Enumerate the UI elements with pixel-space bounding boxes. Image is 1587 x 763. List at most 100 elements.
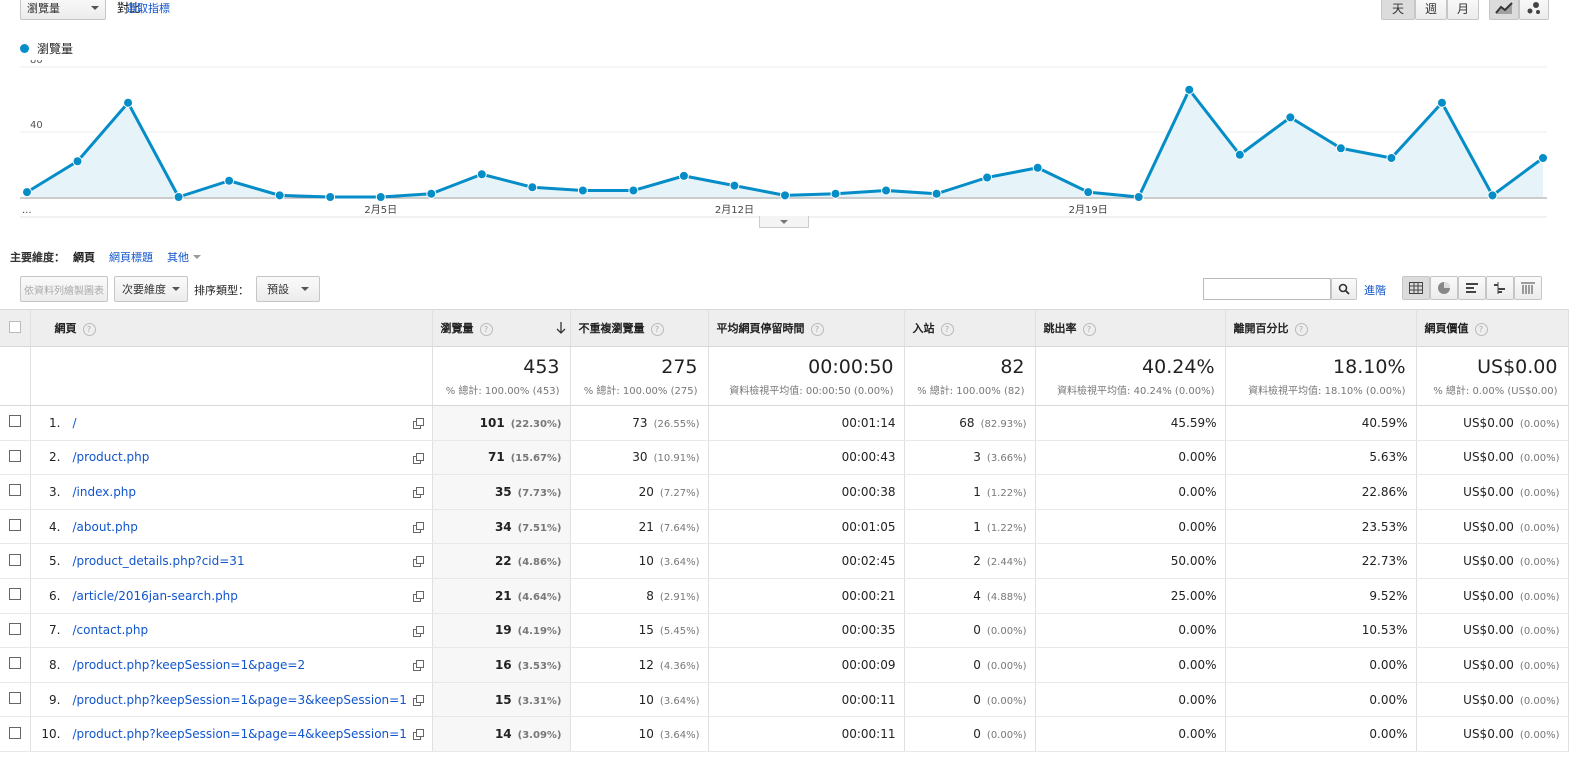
row-checkbox[interactable]	[8, 553, 21, 566]
data-point[interactable]	[1487, 190, 1498, 201]
data-point[interactable]	[1436, 97, 1447, 108]
data-point[interactable]	[1234, 149, 1245, 160]
data-point[interactable]	[1133, 192, 1144, 202]
dimension-page[interactable]: 網頁	[73, 251, 95, 264]
data-point[interactable]	[1032, 162, 1043, 173]
data-point[interactable]	[1083, 187, 1094, 198]
period-week-button[interactable]: 週	[1415, 0, 1447, 20]
open-in-new-window-icon[interactable]	[412, 694, 424, 706]
view-table-button[interactable]	[1402, 276, 1430, 300]
row-checkbox[interactable]	[8, 657, 21, 670]
open-in-new-window-icon[interactable]	[412, 521, 424, 533]
period-day-button[interactable]: 天	[1381, 0, 1415, 20]
open-in-new-window-icon[interactable]	[412, 660, 424, 672]
data-point[interactable]	[72, 156, 83, 167]
header-page-value[interactable]: 網頁價值?	[1416, 309, 1569, 347]
motion-chart-button[interactable]	[1519, 0, 1549, 20]
data-point[interactable]	[780, 190, 790, 201]
header-pageviews[interactable]: 瀏覽量?	[432, 309, 571, 347]
row-checkbox[interactable]	[8, 449, 21, 462]
page-link[interactable]: /index.php	[72, 484, 137, 499]
open-in-new-window-icon[interactable]	[412, 729, 424, 741]
data-point[interactable]	[1386, 153, 1397, 163]
data-point[interactable]	[1184, 84, 1195, 95]
row-checkbox[interactable]	[8, 588, 21, 601]
data-point[interactable]	[678, 170, 689, 181]
header-exit-rate[interactable]: 離開百分比?	[1225, 309, 1417, 347]
help-icon[interactable]: ?	[1294, 322, 1308, 336]
header-entrances[interactable]: 入站?	[904, 309, 1036, 347]
pick-metric-link[interactable]: 選取指標	[126, 2, 170, 15]
data-point[interactable]	[1538, 153, 1548, 163]
header-unique-pageviews[interactable]: 不重複瀏覽量?	[570, 309, 709, 347]
data-point[interactable]	[982, 172, 993, 183]
row-checkbox[interactable]	[8, 484, 21, 497]
data-point[interactable]	[426, 188, 437, 199]
data-point[interactable]	[628, 185, 639, 196]
open-in-new-window-icon[interactable]	[412, 625, 424, 637]
page-link[interactable]: /	[72, 415, 77, 430]
data-point[interactable]	[325, 192, 336, 202]
data-point[interactable]	[476, 169, 487, 180]
dimension-page-title[interactable]: 網頁標題	[109, 251, 153, 264]
data-point[interactable]	[224, 175, 235, 186]
open-in-new-window-icon[interactable]	[412, 487, 424, 499]
data-point[interactable]	[375, 192, 386, 202]
line-chart-button[interactable]	[1489, 0, 1519, 20]
view-pivot-button[interactable]	[1514, 276, 1542, 300]
open-in-new-window-icon[interactable]	[412, 418, 424, 429]
sort-type-select[interactable]: 預設	[256, 276, 320, 302]
advanced-filter-link[interactable]: 進階	[1364, 284, 1386, 297]
row-checkbox[interactable]	[8, 415, 21, 428]
data-point[interactable]	[22, 187, 32, 198]
metric-select[interactable]: 瀏覽量	[20, 0, 106, 20]
row-checkbox[interactable]	[8, 726, 21, 739]
data-point[interactable]	[1285, 112, 1296, 123]
open-in-new-window-icon[interactable]	[412, 452, 424, 464]
dimension-other[interactable]: 其他	[167, 249, 201, 265]
data-point[interactable]	[931, 188, 942, 199]
secondary-dimension-select[interactable]: 次要維度	[114, 276, 188, 302]
help-icon[interactable]: ?	[479, 322, 493, 336]
data-point[interactable]	[577, 185, 588, 196]
data-point[interactable]	[527, 182, 538, 193]
row-checkbox[interactable]	[8, 622, 21, 635]
view-pie-button[interactable]	[1430, 276, 1458, 300]
period-month-button[interactable]: 月	[1447, 0, 1479, 20]
page-link[interactable]: /product.php?keepSession=1&page=4&keepSe…	[72, 727, 407, 742]
page-link[interactable]: /contact.php	[72, 623, 149, 638]
help-icon[interactable]: ?	[82, 322, 96, 336]
data-point[interactable]	[830, 188, 841, 199]
data-point[interactable]	[881, 185, 892, 196]
data-point[interactable]	[274, 190, 285, 201]
data-point[interactable]	[173, 192, 184, 202]
page-link[interactable]: /product_details.php?cid=31	[72, 554, 245, 569]
header-page[interactable]: 網頁?	[30, 309, 433, 347]
page-link[interactable]: /product.php?keepSession=1&page=2	[72, 657, 306, 672]
page-link[interactable]: /product.php?keepSession=1&page=3&keepSe…	[72, 692, 407, 707]
row-checkbox[interactable]	[8, 519, 21, 532]
search-button[interactable]	[1331, 278, 1357, 300]
header-bounce-rate[interactable]: 跳出率?	[1035, 309, 1226, 347]
open-in-new-window-icon[interactable]	[412, 556, 424, 568]
help-icon[interactable]: ?	[650, 322, 664, 336]
chart-collapse-handle[interactable]	[759, 216, 809, 228]
header-avg-time[interactable]: 平均網頁停留時間?	[708, 309, 905, 347]
page-link[interactable]: /about.php	[72, 519, 138, 534]
page-link[interactable]: /article/2016jan-search.php	[72, 588, 238, 603]
row-checkbox[interactable]	[8, 692, 21, 705]
help-icon[interactable]: ?	[1082, 322, 1096, 336]
open-in-new-window-icon[interactable]	[412, 590, 424, 602]
page-link[interactable]: /product.php	[72, 450, 150, 465]
view-comparison-button[interactable]	[1486, 276, 1514, 300]
data-point[interactable]	[729, 180, 740, 191]
plot-rows-button[interactable]: 依資料列繪製圖表	[20, 276, 108, 302]
view-performance-button[interactable]	[1458, 276, 1486, 300]
select-all-checkbox[interactable]	[8, 320, 21, 333]
help-icon[interactable]: ?	[1474, 322, 1488, 336]
table-search-input[interactable]	[1203, 278, 1331, 300]
data-point[interactable]	[1335, 143, 1346, 154]
help-icon[interactable]: ?	[940, 322, 954, 336]
help-icon[interactable]: ?	[810, 322, 824, 336]
data-point[interactable]	[123, 97, 134, 108]
